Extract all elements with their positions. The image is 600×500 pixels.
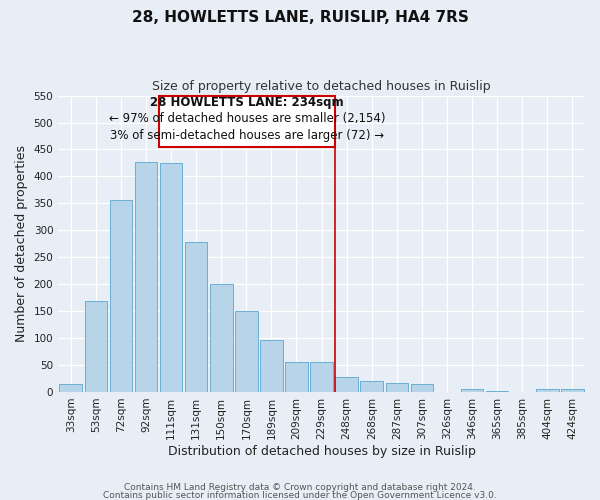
- Bar: [386, 384, 408, 392]
- Text: 3% of semi-detached houses are larger (72) →: 3% of semi-detached houses are larger (7…: [110, 128, 384, 141]
- Bar: [561, 390, 584, 392]
- Bar: [285, 362, 308, 392]
- X-axis label: Distribution of detached houses by size in Ruislip: Distribution of detached houses by size …: [167, 444, 476, 458]
- Y-axis label: Number of detached properties: Number of detached properties: [15, 146, 28, 342]
- Text: Contains public sector information licensed under the Open Government Licence v3: Contains public sector information licen…: [103, 490, 497, 500]
- Text: 28, HOWLETTS LANE, RUISLIP, HA4 7RS: 28, HOWLETTS LANE, RUISLIP, HA4 7RS: [131, 10, 469, 25]
- Bar: [260, 340, 283, 392]
- Bar: [59, 384, 82, 392]
- Bar: [461, 388, 484, 392]
- Bar: [160, 163, 182, 392]
- Bar: [361, 380, 383, 392]
- Text: ← 97% of detached houses are smaller (2,154): ← 97% of detached houses are smaller (2,…: [109, 112, 385, 126]
- Text: 28 HOWLETTS LANE: 234sqm: 28 HOWLETTS LANE: 234sqm: [150, 96, 344, 110]
- Bar: [210, 284, 233, 392]
- Bar: [85, 302, 107, 392]
- Bar: [185, 242, 208, 392]
- FancyBboxPatch shape: [158, 96, 335, 147]
- Title: Size of property relative to detached houses in Ruislip: Size of property relative to detached ho…: [152, 80, 491, 93]
- Text: Contains HM Land Registry data © Crown copyright and database right 2024.: Contains HM Land Registry data © Crown c…: [124, 484, 476, 492]
- Bar: [310, 362, 333, 392]
- Bar: [235, 311, 257, 392]
- Bar: [134, 162, 157, 392]
- Bar: [335, 377, 358, 392]
- Bar: [110, 200, 132, 392]
- Bar: [536, 390, 559, 392]
- Bar: [410, 384, 433, 392]
